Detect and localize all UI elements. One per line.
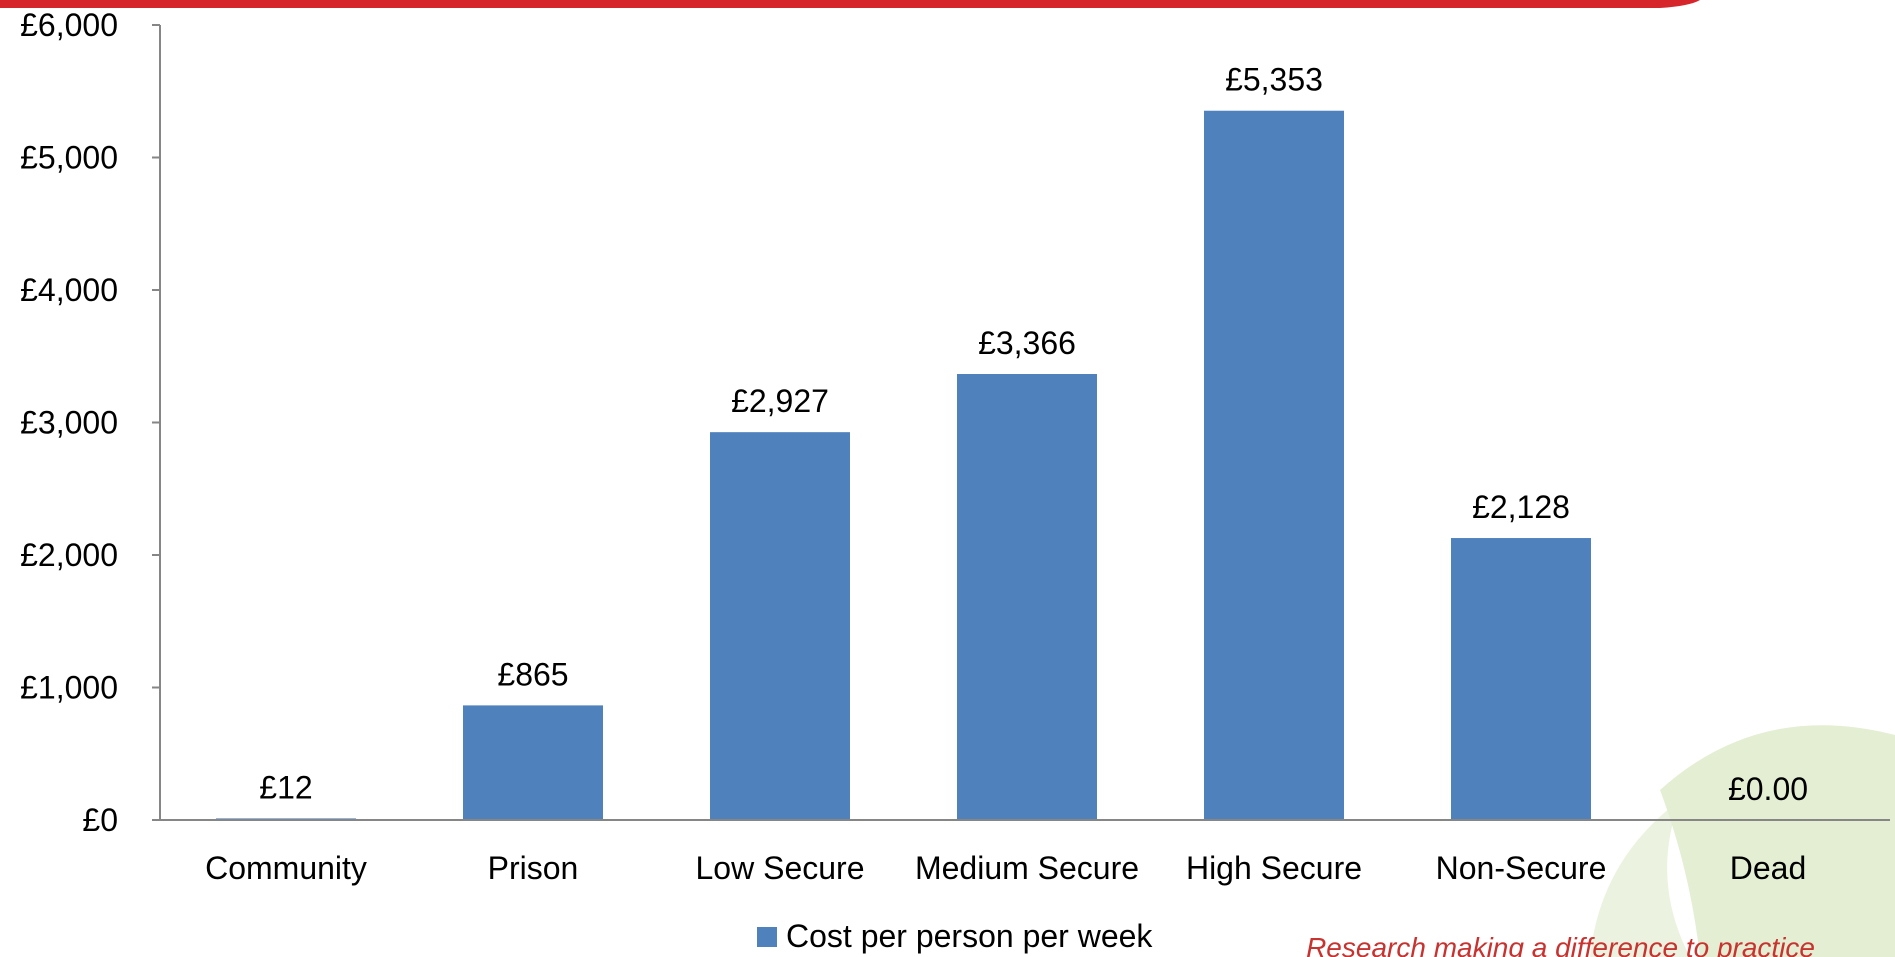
data-label: £0.00 <box>1728 771 1808 807</box>
data-label: £865 <box>497 656 568 692</box>
bar <box>957 374 1097 820</box>
y-tick-label: £4,000 <box>20 272 118 308</box>
x-tick-label: Community <box>205 850 367 886</box>
y-tick-label: £1,000 <box>20 670 118 706</box>
legend-label: Cost per person per week <box>786 918 1153 954</box>
data-label: £2,128 <box>1472 489 1570 525</box>
bar <box>1451 538 1591 820</box>
x-tick-label: Non-Secure <box>1436 850 1607 886</box>
bars <box>216 111 1591 820</box>
legend: Cost per person per week <box>757 918 1153 954</box>
x-tick-label: Dead <box>1730 850 1807 886</box>
y-tick-label: £6,000 <box>20 7 118 43</box>
data-label: £12 <box>259 769 312 805</box>
y-tick-label: £2,000 <box>20 537 118 573</box>
bar <box>1204 111 1344 820</box>
x-tick-label: Medium Secure <box>915 850 1139 886</box>
leaf-decoration <box>1660 725 1895 957</box>
x-tick-label: Low Secure <box>696 850 865 886</box>
bar <box>463 705 603 820</box>
bar <box>710 432 850 820</box>
header-red-swoosh <box>0 0 1700 8</box>
x-tick-label: Prison <box>488 850 579 886</box>
y-tick-label: £0 <box>82 802 118 838</box>
x-tick-label: High Secure <box>1186 850 1362 886</box>
legend-swatch <box>757 927 777 947</box>
data-label: £2,927 <box>731 383 829 419</box>
data-label: £3,366 <box>978 325 1076 361</box>
y-tick-label: £3,000 <box>20 405 118 441</box>
footer-tagline: Research making a difference to practice <box>1306 932 1815 957</box>
y-tick-label: £5,000 <box>20 140 118 176</box>
y-axis: £0 £1,000 £2,000 £3,000 £4,000 £5,000 £6,000 <box>20 7 160 838</box>
data-label: £5,353 <box>1225 62 1323 98</box>
